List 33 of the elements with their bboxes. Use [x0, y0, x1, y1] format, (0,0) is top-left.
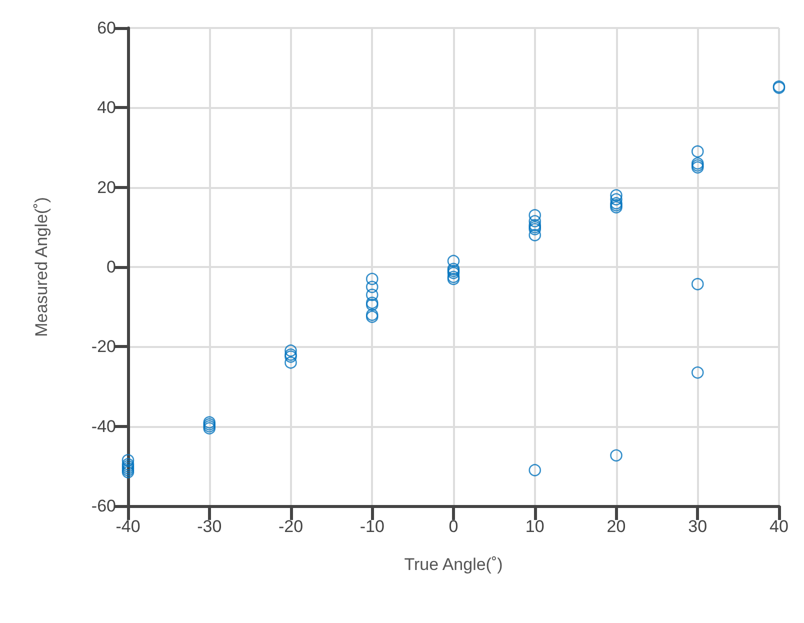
point	[528, 209, 542, 222]
x-tick-label: 20	[606, 517, 626, 536]
y-tick-label: 60	[97, 18, 116, 38]
point	[366, 272, 378, 286]
point	[528, 464, 542, 476]
point	[691, 366, 704, 379]
x-tick-label: 0	[448, 517, 458, 536]
y-tick-label: -60	[91, 496, 116, 516]
point	[610, 189, 622, 202]
x-tick-label: -40	[116, 517, 140, 536]
y-axis-title: Measured Angle(˚)	[32, 197, 51, 337]
point	[691, 145, 704, 158]
y-tick-label: 40	[97, 98, 116, 118]
point	[366, 288, 378, 302]
x-tick-label: 40	[770, 517, 788, 536]
point	[284, 356, 297, 369]
x-tick-label: -30	[197, 517, 222, 536]
point	[284, 344, 297, 357]
point	[447, 254, 460, 268]
point	[122, 454, 134, 466]
x-tick-label: -20	[278, 517, 304, 536]
y-tick-label: -40	[91, 416, 116, 436]
x-tick-label: 10	[525, 517, 544, 536]
point	[366, 280, 378, 294]
point	[691, 278, 704, 290]
point	[528, 228, 542, 242]
x-tick-label: 30	[688, 517, 708, 536]
point	[610, 449, 622, 462]
x-axis-title: True Angle(˚)	[404, 555, 503, 574]
point	[610, 193, 622, 206]
y-tick-label: -20	[91, 337, 116, 356]
x-tick-label: -10	[360, 517, 384, 536]
point	[528, 215, 542, 228]
